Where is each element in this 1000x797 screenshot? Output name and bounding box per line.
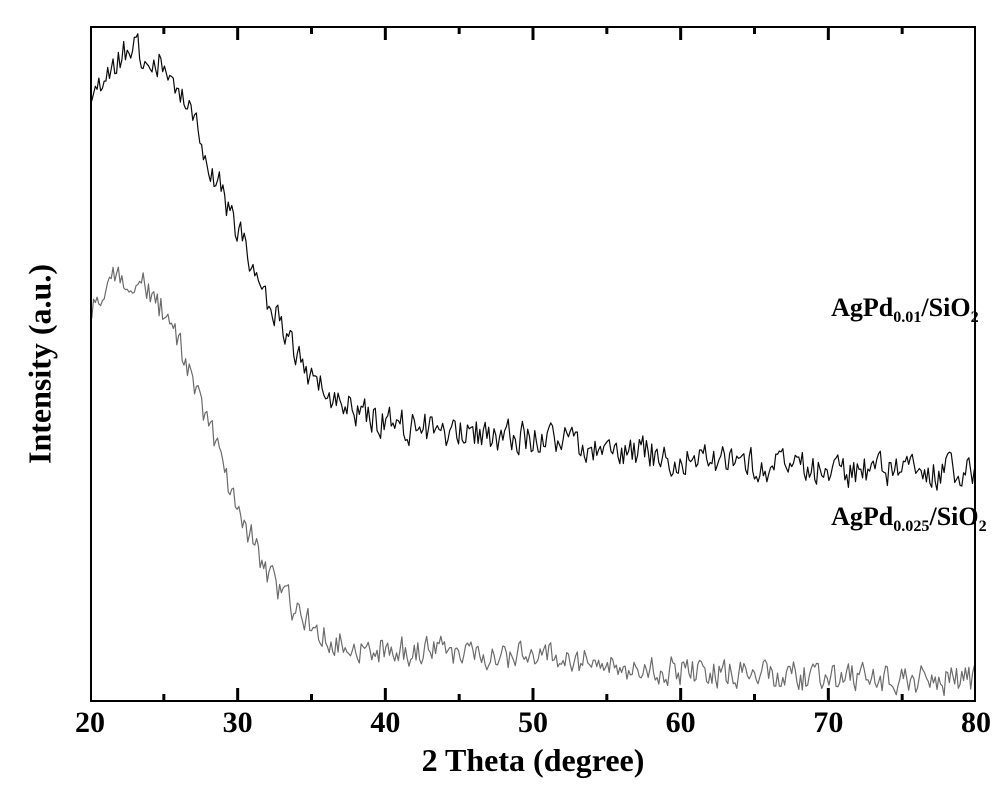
x-tick-label: 50 xyxy=(518,706,548,740)
series-label-ag_pd_0_025: AgPd0.025/SiO2 xyxy=(831,502,987,536)
plot-frame xyxy=(91,27,976,702)
xrd-plot xyxy=(90,26,976,702)
x-tick-label: 30 xyxy=(223,706,253,740)
x-tick-label: 40 xyxy=(370,706,400,740)
x-tick-label: 60 xyxy=(666,706,696,740)
x-tick-label: 20 xyxy=(75,706,105,740)
series-label-ag_pd_0_01: AgPd0.01/SiO2 xyxy=(831,293,979,327)
series-ag_pd_0_01 xyxy=(90,34,976,490)
x-axis-label: 2 Theta (degree) xyxy=(422,742,645,779)
series-ag_pd_0_025 xyxy=(90,267,976,695)
y-axis-label: Intensity (a.u.) xyxy=(22,264,59,464)
x-tick-label: 70 xyxy=(813,706,843,740)
chart-container: { "chart": { "type": "line-xrd", "backgr… xyxy=(0,0,1000,797)
x-tick-label: 80 xyxy=(961,706,991,740)
